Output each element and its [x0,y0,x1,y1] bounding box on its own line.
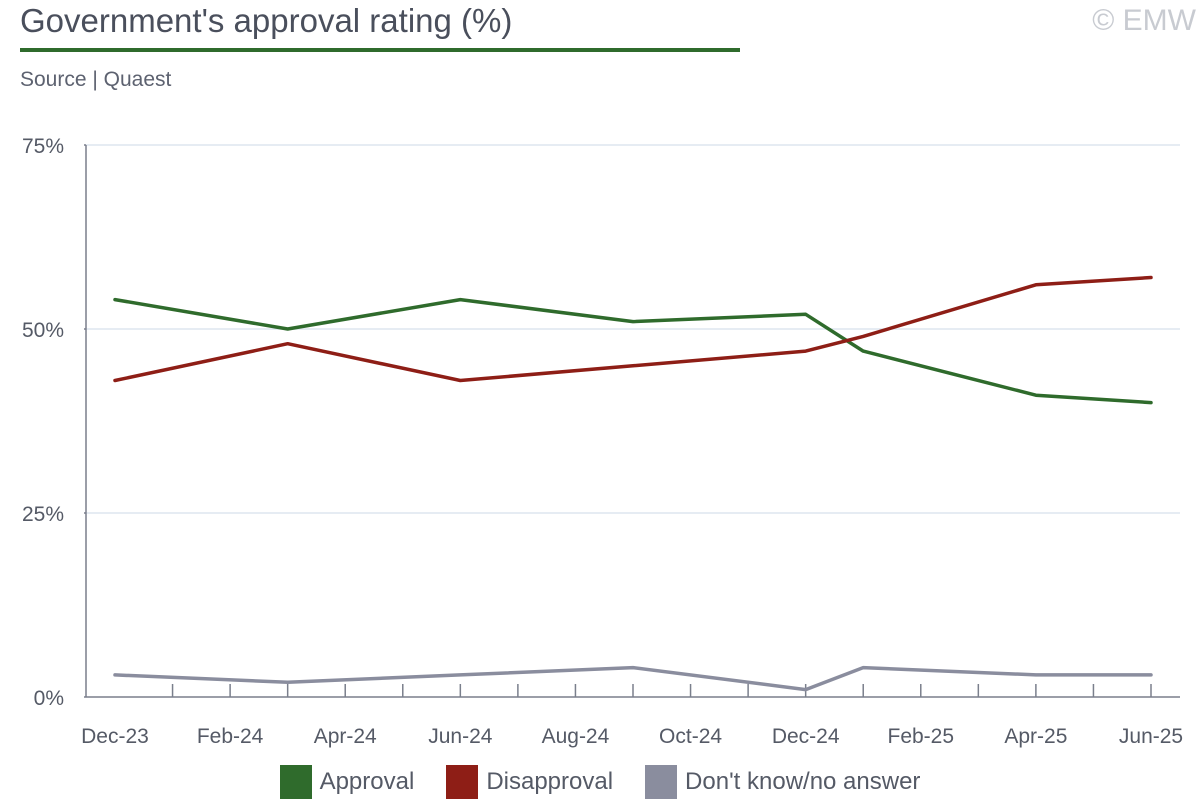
title-underline [20,48,740,52]
y-tick-label: 0% [34,687,64,710]
source-note: Source | Quaest [20,68,172,91]
legend-label: Don't know/no answer [685,768,921,795]
x-tick-label: Jun-25 [1119,725,1183,748]
x-tick-label: Oct-24 [659,725,722,748]
legend-swatch [279,765,312,799]
y-tick-label: 25% [22,503,64,526]
x-tick-label: Feb-25 [888,725,955,748]
chart-title: Government's approval rating (%) [20,2,513,39]
series-line-don-t-know-no-answer [113,665,1153,692]
y-tick-label: 75% [22,135,64,158]
legend-label: Approval [319,768,415,795]
x-tick-label: Feb-24 [197,725,264,748]
x-tick-label: Aug-24 [542,725,610,748]
y-tick-label: 50% [22,319,64,342]
x-tick-label: Dec-24 [772,725,840,748]
legend: Approval Disapproval Don't know/no answer [0,764,1200,800]
x-tick-label: Dec-23 [81,725,149,748]
legend-swatch [645,765,678,799]
legend-item: Approval [279,765,415,799]
x-tick-label: Jun-24 [428,725,493,748]
legend-label: Disapproval [486,768,614,795]
series-line-approval [113,297,1153,405]
x-tick-label: Apr-24 [314,725,377,748]
legend-item: Disapproval [446,765,613,799]
legend-swatch [446,765,479,799]
x-tick-label: Apr-25 [1004,725,1067,748]
series-line-disapproval [113,275,1153,383]
copyright-watermark: © EMW [1092,4,1196,37]
legend-item: Don't know/no answer [645,765,920,799]
